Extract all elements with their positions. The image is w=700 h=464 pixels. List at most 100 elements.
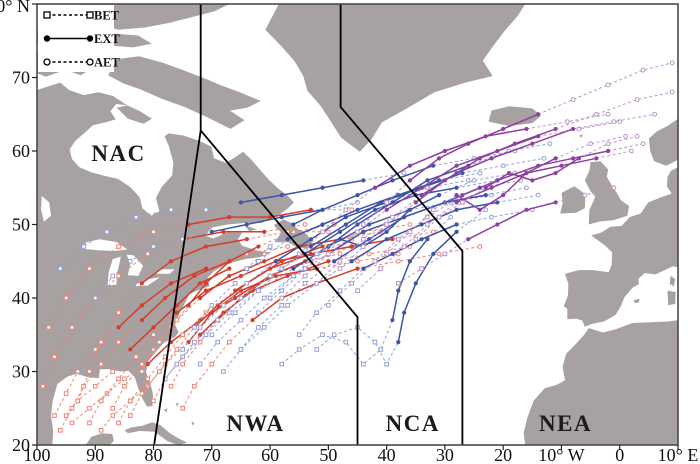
track-segment <box>187 245 259 306</box>
bet-square-marker <box>401 244 407 249</box>
track-segment <box>456 179 498 189</box>
bet-square-marker <box>267 295 273 301</box>
region-label-nwa: NWA <box>226 411 284 436</box>
ext-circle-marker <box>524 207 529 212</box>
ext-circle-marker <box>431 163 436 168</box>
land-polygon <box>560 186 586 214</box>
aet-circle-marker <box>582 192 588 198</box>
ext-circle-marker <box>233 295 238 301</box>
bet-square-marker <box>98 428 104 433</box>
bet-square-marker <box>314 347 320 352</box>
bet-square-marker <box>116 310 121 315</box>
bet-square-marker <box>238 317 244 323</box>
ext-circle-marker <box>273 259 279 264</box>
track-segment <box>240 260 335 350</box>
bet-square-marker <box>157 369 162 374</box>
track-segment <box>193 238 288 328</box>
land-polygon <box>563 167 678 327</box>
ext-circle-marker <box>320 244 325 249</box>
land-polygon <box>633 298 640 304</box>
track-segment <box>129 327 195 416</box>
bet-square-marker <box>232 310 238 315</box>
ext-circle-marker <box>594 156 599 161</box>
ext-circle-marker <box>198 332 203 337</box>
ext-circle-marker <box>390 237 395 242</box>
ext-circle-marker <box>203 244 209 249</box>
ext-circle-marker <box>227 259 232 264</box>
ext-circle-marker <box>308 251 313 256</box>
bet-square-marker <box>267 273 273 279</box>
ext-circle-marker <box>168 259 174 264</box>
ext-circle-marker <box>361 229 366 234</box>
track-segment <box>211 209 323 233</box>
bet-square-marker <box>256 258 261 264</box>
ext-circle-marker <box>174 310 179 315</box>
track-segment <box>316 194 422 284</box>
track-segment <box>141 238 247 284</box>
bet-square-marker <box>419 266 424 271</box>
ext-circle-marker <box>372 185 378 190</box>
ext-circle-marker <box>145 362 150 367</box>
ext-circle-marker <box>355 222 360 227</box>
bet-square-marker <box>116 273 121 279</box>
track-segment <box>118 267 207 328</box>
ext-circle-marker <box>460 170 465 176</box>
ext-circle-marker <box>454 222 459 227</box>
land-polygon <box>108 56 261 129</box>
bet-square-marker <box>331 332 337 338</box>
bet-square-marker <box>127 413 133 418</box>
aet-circle-marker <box>448 214 454 220</box>
ext-circle-marker <box>139 281 144 286</box>
storm-track-blue <box>314 207 489 367</box>
aet-circle-marker <box>366 251 372 257</box>
legend-open-circle-marker <box>43 58 51 66</box>
bet-square-marker <box>151 398 156 404</box>
bet-square-marker <box>116 339 121 345</box>
bet-square-marker <box>302 266 308 271</box>
bet-square-marker <box>372 258 378 264</box>
ext-circle-marker <box>227 266 232 271</box>
ext-circle-marker <box>512 141 517 146</box>
y-tick-label: 20 <box>12 435 30 455</box>
ext-circle-marker <box>489 185 494 190</box>
storm-track-red <box>63 266 232 418</box>
aet-circle-marker <box>652 111 658 117</box>
ext-circle-marker <box>536 112 541 117</box>
bet-square-marker <box>261 325 267 330</box>
ext-circle-marker <box>571 126 576 132</box>
ext-circle-marker <box>454 163 459 168</box>
bet-square-marker <box>75 398 81 404</box>
land-polygon <box>175 402 179 407</box>
bet-square-marker <box>209 303 215 308</box>
track-segment <box>264 224 306 233</box>
ext-circle-marker <box>390 317 395 323</box>
ext-circle-marker <box>390 251 395 256</box>
ext-circle-marker <box>128 347 133 352</box>
x-tick-label: 10° W <box>538 445 584 464</box>
legend-label-bet: BET <box>94 9 120 23</box>
track-segment <box>170 319 218 387</box>
x-tick-label: 50 <box>319 445 337 464</box>
x-tick-label: 60 <box>261 445 279 464</box>
aet-circle-marker <box>337 251 343 257</box>
bet-square-marker <box>192 339 197 345</box>
aet-circle-marker <box>541 155 547 161</box>
storm-track-purple <box>384 133 628 257</box>
legend-open-square-marker <box>43 11 51 19</box>
bet-square-marker <box>215 317 220 323</box>
x-tick-label: 0 <box>615 445 624 464</box>
ext-circle-marker <box>407 207 413 212</box>
ext-circle-marker <box>559 163 564 168</box>
ext-circle-marker <box>501 193 506 198</box>
aet-circle-marker <box>355 258 360 264</box>
bet-square-marker <box>87 405 92 411</box>
x-tick-label: 70 <box>203 445 221 464</box>
track-segment <box>94 231 212 299</box>
ext-circle-marker <box>576 156 582 161</box>
bet-square-marker <box>296 347 302 352</box>
bet-square-marker <box>442 251 448 257</box>
region-label-nac: NAC <box>91 141 145 166</box>
track-segment <box>497 194 539 203</box>
track-segment <box>537 62 673 115</box>
aet-circle-marker <box>401 170 407 176</box>
